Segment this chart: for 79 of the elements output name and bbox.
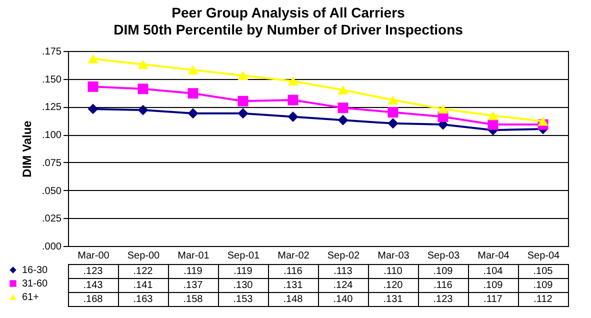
data-label: .123 (83, 266, 104, 277)
point (238, 96, 248, 106)
y-tick-label: .025 (42, 214, 62, 225)
point (188, 88, 198, 99)
x-tick-label: Sep-04 (527, 250, 560, 262)
data-label: .109 (433, 266, 454, 277)
point (488, 111, 498, 120)
point (388, 95, 398, 105)
point (388, 107, 398, 118)
data-label: .104 (483, 266, 504, 277)
y-tick-label: .125 (42, 102, 62, 114)
data-label: .109 (483, 280, 504, 291)
point (138, 60, 148, 69)
point (188, 65, 198, 74)
data-label: .130 (233, 280, 254, 291)
point (338, 85, 348, 95)
y-tick-label: .000 (42, 242, 62, 252)
point (288, 76, 298, 86)
point (238, 70, 248, 80)
data-label: .119 (234, 266, 253, 277)
data-label: .148 (283, 294, 304, 305)
point (138, 104, 148, 116)
data-label: .119 (184, 266, 203, 277)
data-label: .140 (333, 294, 354, 305)
legend-label: 61+ (22, 292, 40, 303)
point (88, 54, 98, 64)
y-tick-label: .175 (42, 46, 62, 58)
data-label: .116 (434, 280, 453, 291)
point (288, 94, 298, 106)
data-label: .112 (534, 294, 553, 305)
data-label: .143 (83, 280, 104, 291)
data-label: .158 (183, 294, 204, 305)
x-tick-label: Mar-00 (78, 250, 110, 262)
x-tick-label: Sep-01 (227, 250, 260, 262)
point (288, 112, 298, 122)
data-label: .153 (233, 294, 254, 305)
y-axis-title: DIM Value (20, 120, 34, 178)
point (338, 114, 348, 126)
data-label: .109 (533, 280, 554, 291)
legend-label: 16-30 (22, 265, 48, 276)
point (438, 104, 448, 114)
point (488, 119, 498, 130)
y-tick-label: .075 (42, 158, 62, 169)
point (338, 102, 348, 114)
point (238, 108, 248, 119)
data-label: .113 (334, 266, 353, 277)
data-label: .110 (384, 266, 403, 277)
point (88, 81, 98, 92)
data-label: .131 (383, 294, 404, 305)
point (188, 108, 198, 119)
data-label: .131 (283, 280, 304, 291)
data-label: .105 (533, 266, 554, 277)
point (538, 116, 548, 126)
point (138, 84, 148, 94)
point (388, 118, 398, 129)
data-label: .137 (183, 280, 204, 291)
x-tick-label: Mar-04 (478, 250, 510, 262)
data-label: .141 (133, 280, 154, 291)
text: Peer Group Analysis of All Carriers (172, 4, 405, 20)
data-label: .123 (433, 294, 454, 305)
y-tick-label: .100 (42, 130, 62, 142)
y-tick-label: .050 (42, 186, 62, 197)
legend-label: 31-60 (22, 278, 48, 290)
x-tick-label: Sep-03 (427, 250, 460, 262)
data-label: .168 (83, 294, 104, 305)
x-tick-label: Sep-02 (327, 250, 360, 262)
y-tick-label: .150 (42, 74, 62, 86)
x-tick-label: Sep-00 (127, 250, 160, 262)
data-label: .120 (383, 280, 404, 291)
data-label: .117 (484, 294, 503, 305)
text: DIM 50th Percentile by Number of Driver Inspections (114, 22, 463, 38)
x-tick-label: Mar-03 (378, 250, 410, 262)
data-label: .122 (133, 266, 154, 277)
x-tick-label: Mar-02 (278, 250, 310, 262)
data-label: .124 (333, 280, 354, 291)
point (88, 104, 98, 114)
data-label: .163 (133, 294, 154, 305)
data-label: .116 (284, 266, 303, 277)
x-tick-label: Mar-01 (178, 250, 210, 262)
